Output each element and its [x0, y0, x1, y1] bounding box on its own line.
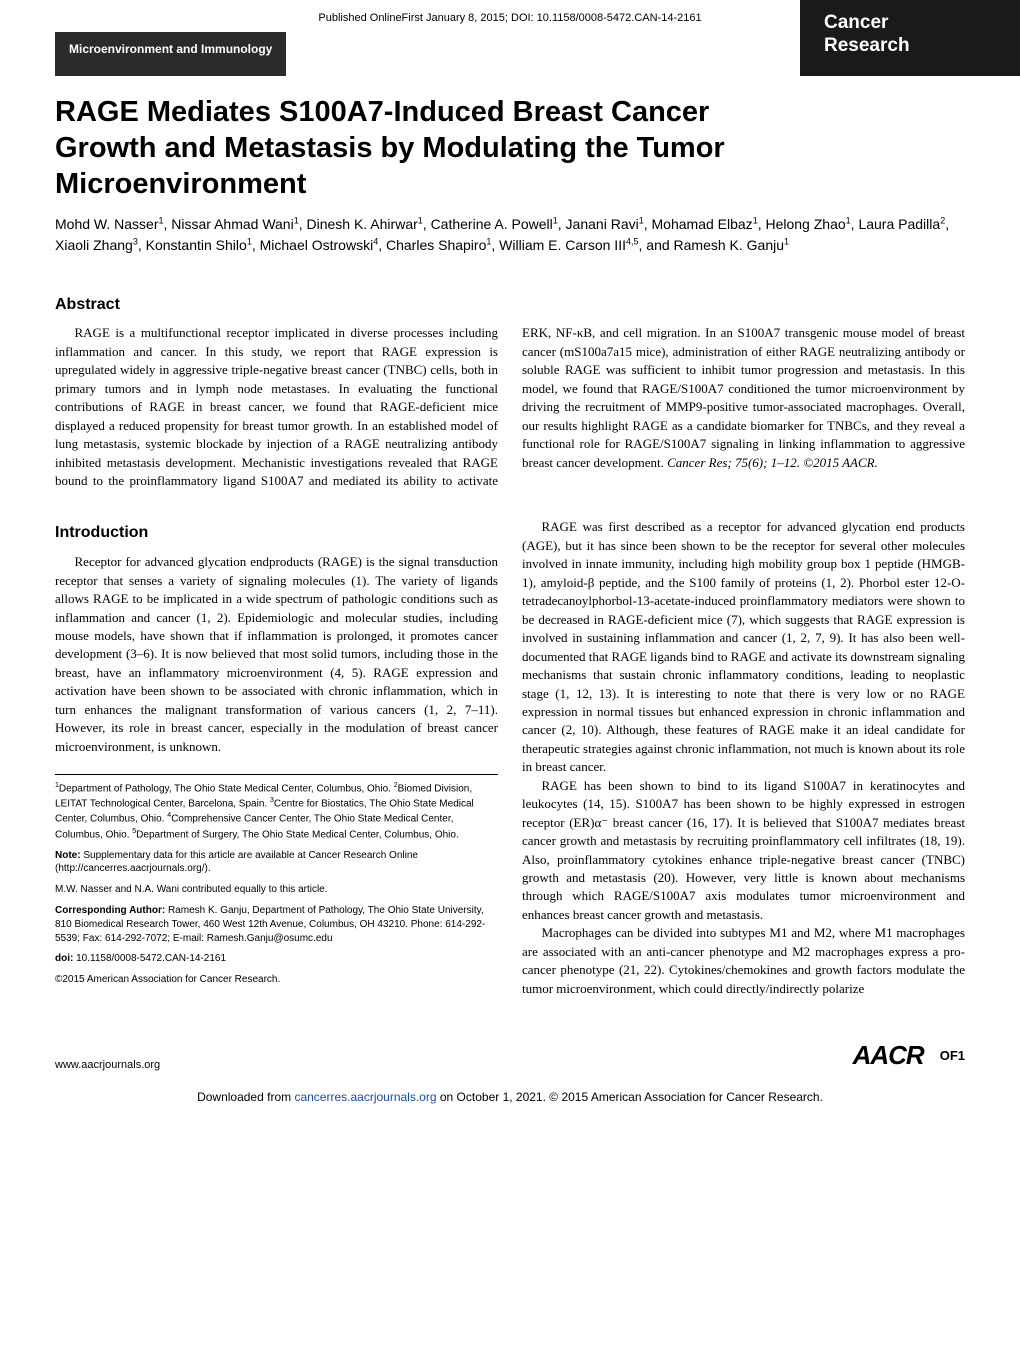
footnotes-block: 1Department of Pathology, The Ohio State… — [55, 774, 498, 987]
doi-line: doi: 10.1158/0008-5472.CAN-14-2161 — [55, 952, 498, 966]
footer-bar: www.aacrjournals.org AACR OF1 — [0, 1018, 1020, 1079]
abstract-section: Abstract RAGE is a multifunctional recep… — [55, 296, 965, 490]
contribution-note: M.W. Nasser and N.A. Wani contributed eq… — [55, 883, 498, 897]
abstract-heading: Abstract — [55, 296, 965, 314]
journal-badge: Cancer Research — [800, 0, 1020, 76]
corresponding-author: Corresponding Author: Ramesh K. Ganju, D… — [55, 904, 498, 945]
aacr-logo: AACR — [853, 1040, 924, 1071]
journal-line-2: Research — [824, 35, 996, 58]
abstract-citation: Cancer Res; 75(6); 1–12. ©2015 AACR. — [667, 455, 878, 470]
section-label: Microenvironment and Immunology — [55, 32, 286, 76]
intro-para-4: Macrophages can be divided into subtypes… — [522, 924, 965, 998]
download-link[interactable]: cancerres.aacrjournals.org — [294, 1090, 436, 1104]
introduction-heading: Introduction — [55, 522, 498, 545]
intro-para-3: RAGE has been shown to bind to its ligan… — [522, 777, 965, 925]
affiliations: 1Department of Pathology, The Ohio State… — [55, 781, 498, 842]
intro-para-2: RAGE was first described as a receptor f… — [522, 518, 965, 776]
author-list: Mohd W. Nasser1, Nissar Ahmad Wani1, Din… — [55, 214, 965, 256]
intro-para-1: Receptor for advanced glycation endprodu… — [55, 553, 498, 756]
footer-url: www.aacrjournals.org — [55, 1059, 160, 1071]
abstract-text: RAGE is a multifunctional receptor impli… — [55, 324, 965, 490]
journal-line-1: Cancer — [824, 12, 996, 35]
page-number: OF1 — [940, 1048, 965, 1063]
download-note: Downloaded from cancerres.aacrjournals.o… — [0, 1079, 1020, 1122]
copyright-line: ©2015 American Association for Cancer Re… — [55, 973, 498, 987]
top-bar: Microenvironment and Immunology Cancer R… — [55, 32, 965, 76]
supplementary-note: Note: Supplementary data for this articl… — [55, 849, 498, 877]
body-columns: Introduction Receptor for advanced glyca… — [55, 518, 965, 998]
article-title: RAGE Mediates S100A7-Induced Breast Canc… — [55, 94, 965, 203]
